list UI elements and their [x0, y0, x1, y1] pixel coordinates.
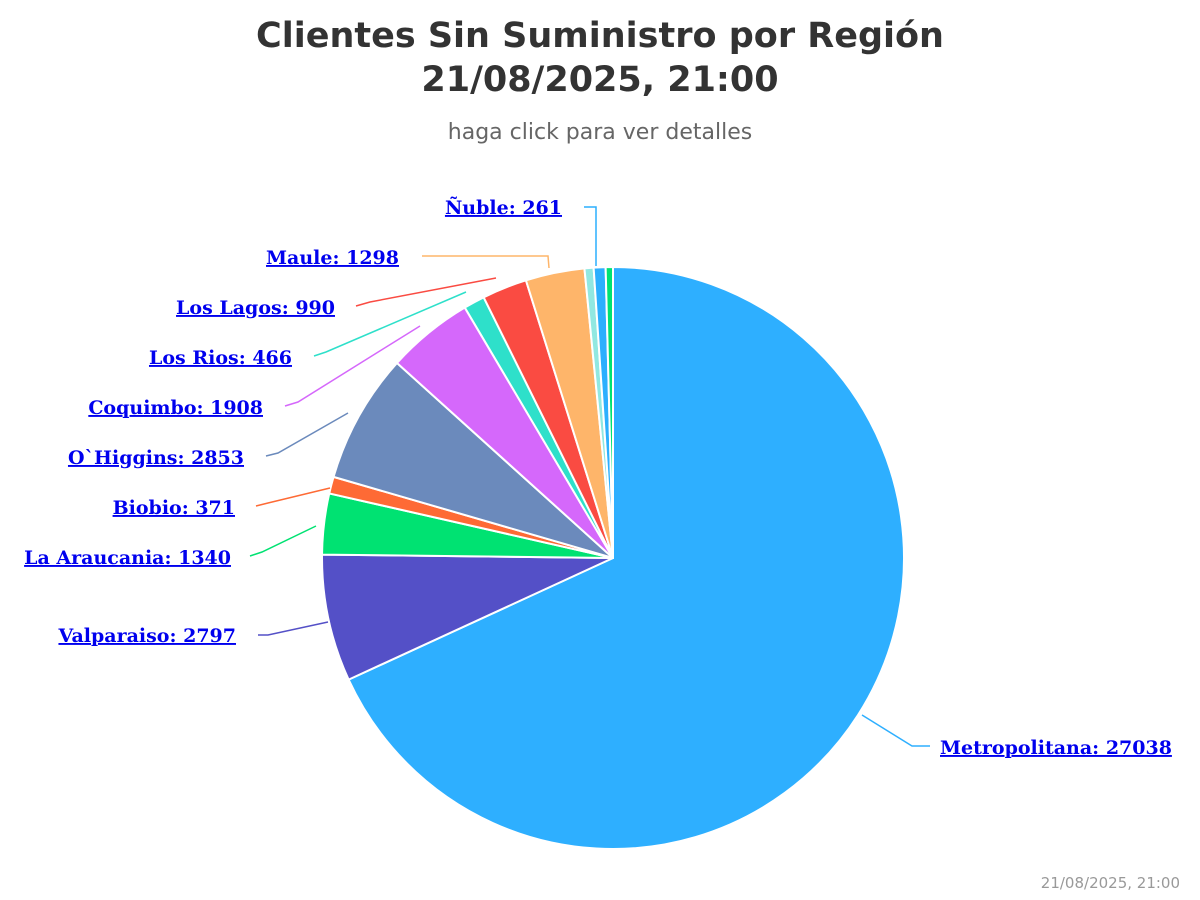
chart-title-line-1: Clientes Sin Suministro por Región	[256, 16, 944, 56]
data-label-biobio[interactable]: Biobio: 371	[113, 497, 235, 519]
label-connectors	[249, 206, 930, 747]
connector-line	[258, 621, 329, 636]
connector-line	[422, 255, 550, 269]
connector-line	[313, 291, 467, 357]
pie-slice-unlabeled-11[interactable]	[604, 265, 614, 559]
connector-line	[284, 325, 421, 407]
data-label-coquimbo[interactable]: Coquimbo: 1908	[88, 397, 263, 419]
chart-subtitle: haga click para ver detalles	[447, 120, 753, 145]
data-label-la-araucania[interactable]: La Araucania: 1340	[24, 547, 231, 569]
data-label-los-rios[interactable]: Los Rios: 466	[149, 347, 292, 369]
data-labels: Metropolitana: 27038 Valparaiso: 2797 La A…	[24, 196, 1172, 759]
pie-slice-valparaiso[interactable]	[321, 553, 614, 681]
connector-line	[255, 487, 331, 507]
chart-title: Clientes Sin Suministro por Región 21/08…	[0, 14, 1200, 102]
data-label-metropolitana[interactable]: Metropolitana: 27038	[940, 737, 1172, 759]
data-label-o-higgins[interactable]: O`Higgins: 2853	[68, 447, 244, 469]
data-label-ñuble[interactable]: Ñuble: 261	[445, 196, 562, 219]
data-label-maule[interactable]: Maule: 1298	[266, 247, 399, 269]
pie-slice-metropolitana[interactable]	[347, 266, 905, 850]
connector-line	[584, 206, 597, 266]
pie-slices	[321, 265, 905, 850]
footer-timestamp: 21/08/2025, 21:00	[1040, 874, 1180, 892]
chart-title-line-2: 21/08/2025, 21:00	[421, 60, 779, 100]
data-label-valparaiso[interactable]: Valparaiso: 2797	[57, 625, 236, 647]
data-label-los-lagos[interactable]: Los Lagos: 990	[176, 297, 335, 319]
connector-line	[265, 412, 349, 457]
connector-line	[861, 714, 930, 747]
pie-slice-o-higgins[interactable]	[332, 362, 614, 559]
connector-line	[249, 525, 317, 557]
connector-line	[355, 277, 497, 307]
